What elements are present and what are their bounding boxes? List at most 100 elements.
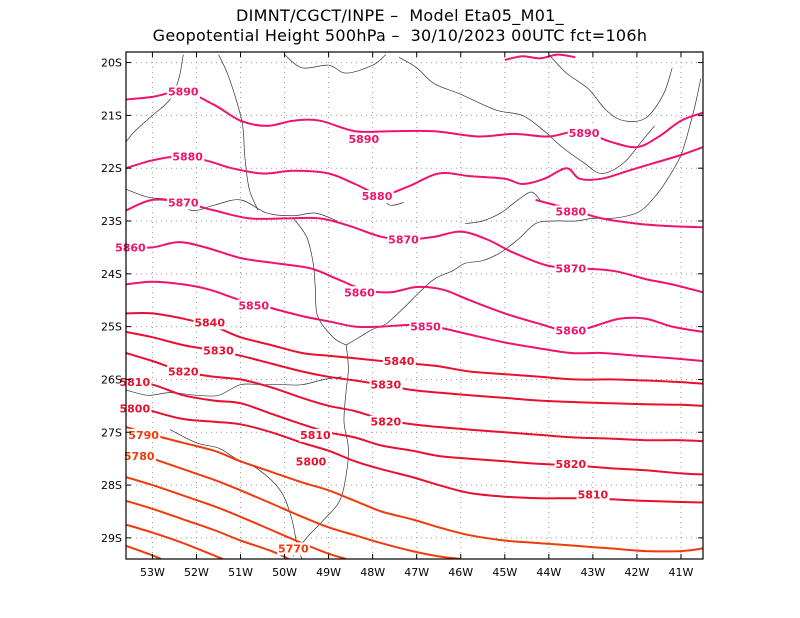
- contour-label: 5850: [410, 321, 441, 334]
- axis-ticks: 20S 21S 22S 23S 24S 25S 26S 27S 28S 29S 53W 52W 51W 5…: [101, 52, 703, 579]
- height-contours: [126, 53, 703, 559]
- lon-tick-label: 48W: [360, 566, 385, 579]
- contour-label-bg: [369, 415, 403, 429]
- contour-label-bg: [554, 457, 588, 471]
- contour-label-bg: [409, 320, 443, 334]
- map-title-line-2: Geopotential Height 500hPa – 30/10/2023 …: [152, 26, 648, 45]
- lon-tick-label: 51W: [228, 566, 253, 579]
- lat-tick-label: 26S: [101, 373, 122, 386]
- contour-label: 5810: [119, 376, 150, 389]
- contour-label: 5890: [569, 127, 600, 140]
- contour-line-5860: [126, 241, 703, 333]
- contour-label-bg: [118, 402, 152, 416]
- contour-label-bg: [567, 126, 601, 140]
- contour-line-5880: [126, 146, 703, 196]
- lon-tick-label: 47W: [404, 566, 429, 579]
- state-boundary: [398, 56, 655, 174]
- contour-label: 5860: [115, 241, 146, 254]
- contour-label: 5860: [344, 286, 375, 299]
- contour-label: 5840: [194, 316, 225, 329]
- map-boundaries: [126, 54, 702, 559]
- contour-label: 5810: [578, 489, 609, 502]
- contour-label-bg: [382, 354, 416, 368]
- contour-label-bg: [122, 450, 156, 464]
- contour-label-bg: [166, 365, 200, 379]
- lat-tick-label: 20S: [101, 57, 122, 70]
- contour-labels: 5890 5890 5890 5880 5880 5880 5870 5870 5870 5860…: [114, 85, 610, 556]
- contour-label-bg: [576, 488, 610, 502]
- contour-line-5775: [126, 476, 347, 559]
- lon-tick-label: 43W: [580, 566, 605, 579]
- contour-label-bg: [554, 262, 588, 276]
- contour-line-5900: [504, 53, 576, 61]
- contour-label: 5890: [168, 86, 199, 99]
- contour-line-5800: [126, 402, 703, 504]
- contour-label-bg: [347, 133, 381, 147]
- plot-frame: [125, 51, 704, 560]
- contour-label-bg: [237, 299, 271, 313]
- contour-label: 5870: [168, 197, 199, 210]
- lat-tick-label: 28S: [101, 479, 122, 492]
- contour-label-bg: [166, 85, 200, 99]
- state-boundary: [465, 191, 541, 224]
- contour-label: 5880: [556, 205, 587, 218]
- contour-line-5770: [126, 499, 290, 559]
- contour-line-5810: [126, 381, 703, 476]
- lat-tick-label: 29S: [101, 532, 122, 545]
- contour-label-bg: [360, 190, 394, 204]
- contour-label: 5800: [296, 455, 327, 468]
- contour-line-5870: [126, 198, 703, 294]
- contour-label: 5870: [388, 233, 419, 246]
- state-boundary: [126, 376, 342, 397]
- state-boundary: [346, 78, 702, 346]
- contour-label: 5770: [278, 542, 309, 555]
- lon-tick-label: 44W: [536, 566, 561, 579]
- lon-tick-label: 52W: [184, 566, 209, 579]
- contour-label-bg: [127, 428, 161, 442]
- lat-lon-grid: [126, 52, 703, 559]
- lon-tick-label: 41W: [669, 566, 694, 579]
- contour-label-bg: [387, 233, 421, 247]
- contour-label-bg: [294, 455, 328, 469]
- lon-tick-label: 50W: [272, 566, 297, 579]
- contour-line-5850: [126, 280, 703, 362]
- contour-label-bg: [554, 205, 588, 219]
- contour-label: 5880: [172, 151, 203, 164]
- lon-tick-label: 49W: [316, 566, 341, 579]
- contour-label-bg: [166, 196, 200, 210]
- lat-tick-label: 22S: [101, 162, 122, 175]
- contour-label: 5870: [556, 263, 587, 276]
- contour-label: 5830: [203, 344, 234, 357]
- contour-label: 5880: [362, 190, 393, 203]
- state-boundary: [284, 54, 387, 74]
- contour-label: 5790: [128, 429, 159, 442]
- contour-label: 5840: [384, 355, 415, 368]
- contour-label: 5820: [168, 366, 199, 379]
- contour-line-5760: [126, 544, 162, 559]
- contour-label: 5890: [349, 133, 380, 146]
- lon-tick-label: 45W: [492, 566, 517, 579]
- lat-tick-label: 24S: [101, 268, 122, 281]
- state-boundary: [218, 54, 259, 211]
- map-title-line-1: DIMNT/CGCT/INPE – Model Eta05_M01_: [236, 6, 564, 25]
- lat-tick-label: 21S: [101, 109, 122, 122]
- contour-label: 5860: [556, 324, 587, 337]
- contour-label: 5800: [119, 402, 150, 415]
- lat-tick-label: 23S: [101, 215, 122, 228]
- contour-label-bg: [554, 324, 588, 338]
- lon-tick-label: 53W: [140, 566, 165, 579]
- contour-label-bg: [114, 241, 148, 255]
- contour-line-5765: [126, 523, 224, 559]
- state-boundary: [126, 188, 338, 222]
- contour-label-bg: [193, 316, 227, 330]
- lat-tick-label: 25S: [101, 321, 122, 334]
- contour-line-5890: [126, 90, 703, 149]
- contour-label: 5780: [124, 450, 155, 463]
- contour-line-5830: [126, 330, 703, 407]
- state-boundary: [293, 218, 347, 346]
- contour-label-bg: [299, 428, 333, 442]
- lon-tick-label: 42W: [624, 566, 649, 579]
- lat-tick-label: 27S: [101, 426, 122, 439]
- contour-label: 5830: [371, 379, 402, 392]
